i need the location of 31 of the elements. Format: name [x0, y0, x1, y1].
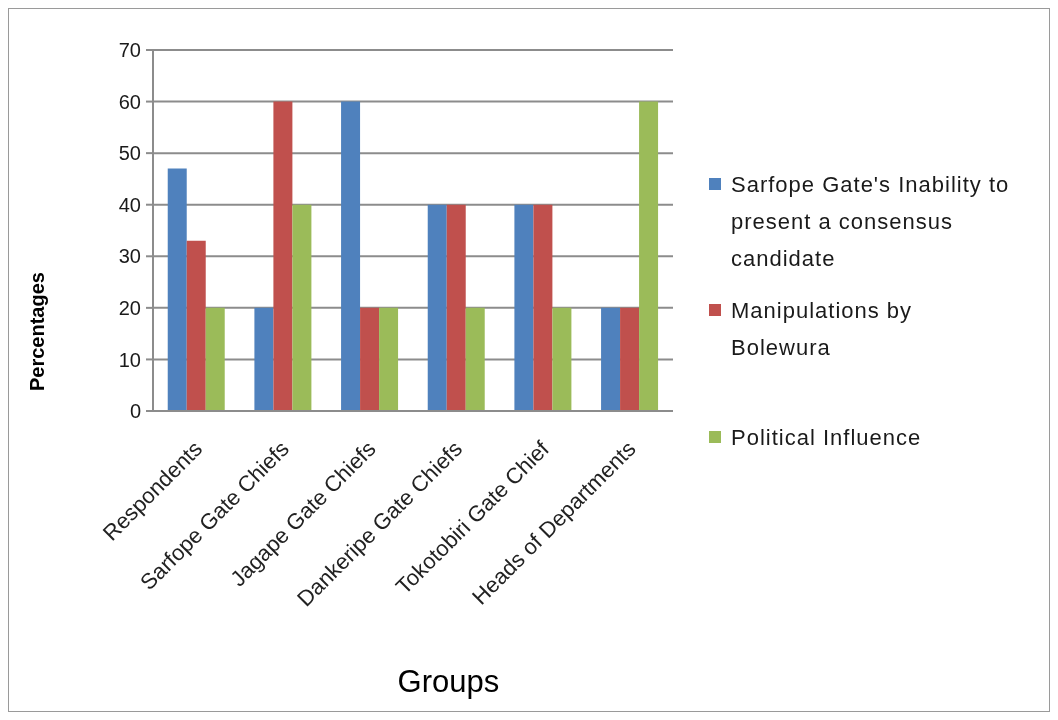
bar — [639, 101, 659, 411]
y-tick-label: 0 — [129, 400, 141, 423]
y-tick-label: 10 — [118, 348, 141, 371]
legend-label: Sarfope Gate's Inability to present a consensus candidate — [731, 170, 1011, 273]
bar — [601, 307, 621, 411]
y-tick-label: 70 — [118, 39, 141, 62]
y-tick-label: 40 — [118, 193, 141, 216]
bar — [465, 307, 485, 411]
bar — [205, 307, 225, 411]
y-tick-label: 20 — [118, 296, 141, 319]
legend-label: Manipulations by Bolewura — [731, 297, 914, 362]
bar — [273, 101, 293, 411]
bar — [186, 240, 206, 411]
x-axis-title: Groups — [397, 664, 500, 700]
bar — [514, 204, 534, 411]
bar — [167, 168, 187, 411]
bar — [292, 204, 312, 411]
bar — [360, 307, 380, 411]
bar — [533, 204, 553, 411]
y-axis-title: Percentages — [26, 272, 49, 392]
bar — [552, 307, 572, 411]
y-tick-label: 30 — [118, 245, 141, 268]
bar — [427, 204, 447, 411]
bar — [379, 307, 399, 411]
y-tick-label: 50 — [118, 142, 141, 165]
bar — [254, 307, 274, 411]
y-tick-label: 60 — [118, 90, 141, 113]
bar — [620, 307, 640, 411]
bar — [341, 101, 361, 411]
bar — [446, 204, 466, 411]
legend-label: Political Influence — [731, 423, 923, 452]
